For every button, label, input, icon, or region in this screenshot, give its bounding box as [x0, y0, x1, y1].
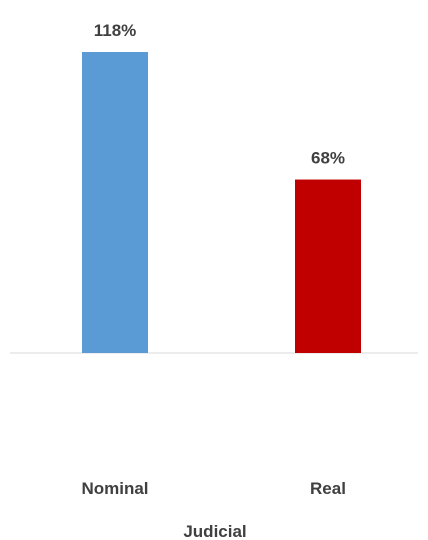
data-label-real: 68%: [311, 149, 345, 168]
bar-nominal: [82, 52, 148, 353]
category-label-real: Real: [310, 479, 346, 498]
category-labels-group: Nominal Real: [81, 479, 345, 498]
x-axis-title: Judicial: [183, 522, 246, 540]
data-label-nominal: 118%: [94, 21, 137, 40]
bars-group: [82, 52, 361, 353]
data-labels-group: 118% 68%: [94, 21, 345, 168]
bar-real: [295, 179, 361, 353]
category-label-nominal: Nominal: [81, 479, 148, 498]
